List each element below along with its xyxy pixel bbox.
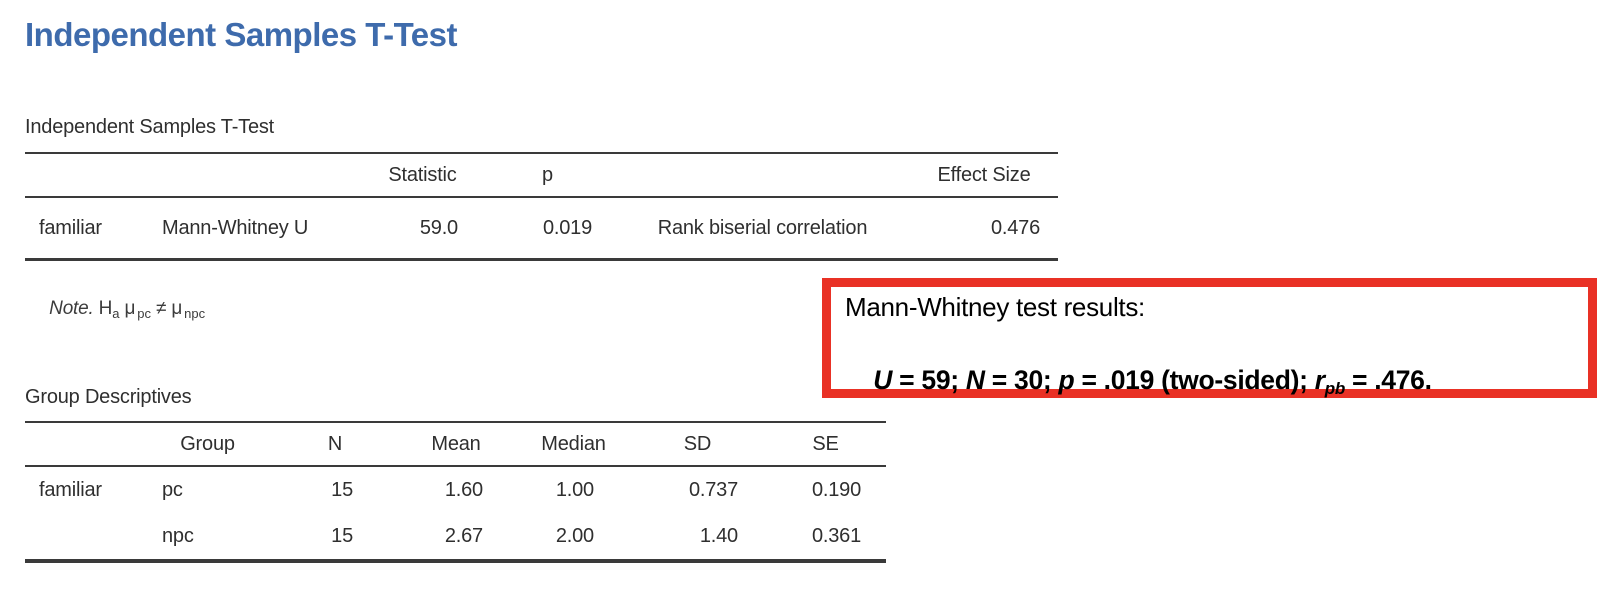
annotation-n: N — [965, 365, 985, 395]
descriptives-cell-se: 0.361 — [811, 525, 861, 547]
annotation-seg2: = 30; — [984, 365, 1059, 395]
descriptives-cell-rowname: familiar — [39, 479, 102, 501]
ttest-cell-test: Mann-Whitney U — [162, 216, 309, 239]
ttest-header-p: p — [542, 163, 553, 186]
annotation-line1: Mann-Whitney test results: — [845, 292, 1145, 322]
descriptives-header-mean: Mean — [431, 432, 481, 455]
descriptives-cell-n: 15 — [331, 479, 353, 501]
ttest-cell-p: 0.019 — [542, 216, 592, 239]
descriptives-cell-mean: 1.60 — [444, 479, 483, 501]
annotation-box: Mann-Whitney test results: U = 59; N = 3… — [822, 278, 1597, 398]
note-prefix: Note. — [49, 298, 94, 319]
descriptives-row-pc: familiar pc 15 1.60 1.00 0.737 0.190 — [25, 467, 886, 514]
descriptives-cell-median: 1.00 — [555, 479, 594, 501]
descriptives-cell-group: npc — [162, 525, 194, 547]
descriptives-header-row: Group N Mean Median SD SE — [25, 423, 886, 467]
descriptives-header-se: SE — [812, 432, 839, 455]
note-mu2-sub: npc — [184, 306, 206, 321]
ttest-cell-effect-value: 0.476 — [990, 216, 1040, 239]
annotation-r: r — [1314, 365, 1325, 395]
annotation-r-sub: pb — [1324, 379, 1345, 398]
ttest-cell-effect-label: Rank biserial correlation — [657, 216, 868, 239]
note-neq: ≠ — [151, 298, 172, 319]
annotation-seg1: = 59; — [892, 365, 966, 395]
annotation-p: p — [1058, 365, 1075, 395]
ttest-cell-statistic: 59.0 — [419, 216, 458, 239]
annotation-seg4: = .476. — [1344, 365, 1432, 395]
ttest-header-effect-size: Effect Size — [937, 163, 1031, 186]
ttest-table-row: familiar Mann-Whitney U 59.0 0.019 Rank … — [25, 198, 1058, 258]
descriptives-cell-group: pc — [162, 479, 183, 501]
ttest-table-title: Independent Samples T-Test — [25, 116, 275, 138]
descriptives-cell-sd: 1.40 — [699, 525, 738, 547]
descriptives-header-median: Median — [541, 432, 606, 455]
ttest-cell-rowname: familiar — [39, 216, 102, 239]
annotation-seg3: = .019 (two-sided); — [1074, 365, 1315, 395]
note-h-sub: a — [112, 306, 120, 321]
descriptives-cell-se: 0.190 — [811, 479, 861, 501]
descriptives-cell-median: 2.00 — [555, 525, 594, 547]
descriptives-header-n: N — [327, 432, 343, 455]
page-title: Independent Samples T-Test — [25, 16, 457, 53]
annotation-u: U — [873, 365, 893, 395]
descriptives-cell-mean: 2.67 — [444, 525, 483, 547]
descriptives-row-npc: npc 15 2.67 2.00 1.40 0.361 — [25, 514, 886, 559]
ttest-note: Note. Ha μ pc ≠ μ npc — [39, 276, 205, 320]
descriptives-header-sd: SD — [683, 432, 712, 455]
note-mu1-sub: pc — [137, 306, 151, 321]
note-mu1: μ — [119, 298, 136, 319]
annotation-line2: U = 59; N = 30; p = .019 (two-sided); rp… — [845, 325, 1574, 436]
ttest-table: Statistic p Effect Size familiar Mann-Wh… — [25, 152, 1058, 261]
descriptives-header-group: Group — [180, 432, 235, 455]
descriptives-cell-sd: 0.737 — [688, 479, 738, 501]
note-mu2: μ — [171, 298, 183, 319]
ttest-header-statistic: Statistic — [388, 163, 457, 186]
descriptives-table-title: Group Descriptives — [25, 386, 192, 408]
descriptives-table: Group N Mean Median SD SE familiar pc 15… — [25, 421, 886, 563]
descriptives-cell-n: 15 — [331, 525, 353, 547]
note-h: H — [93, 298, 113, 319]
ttest-table-header-row: Statistic p Effect Size — [25, 154, 1058, 198]
